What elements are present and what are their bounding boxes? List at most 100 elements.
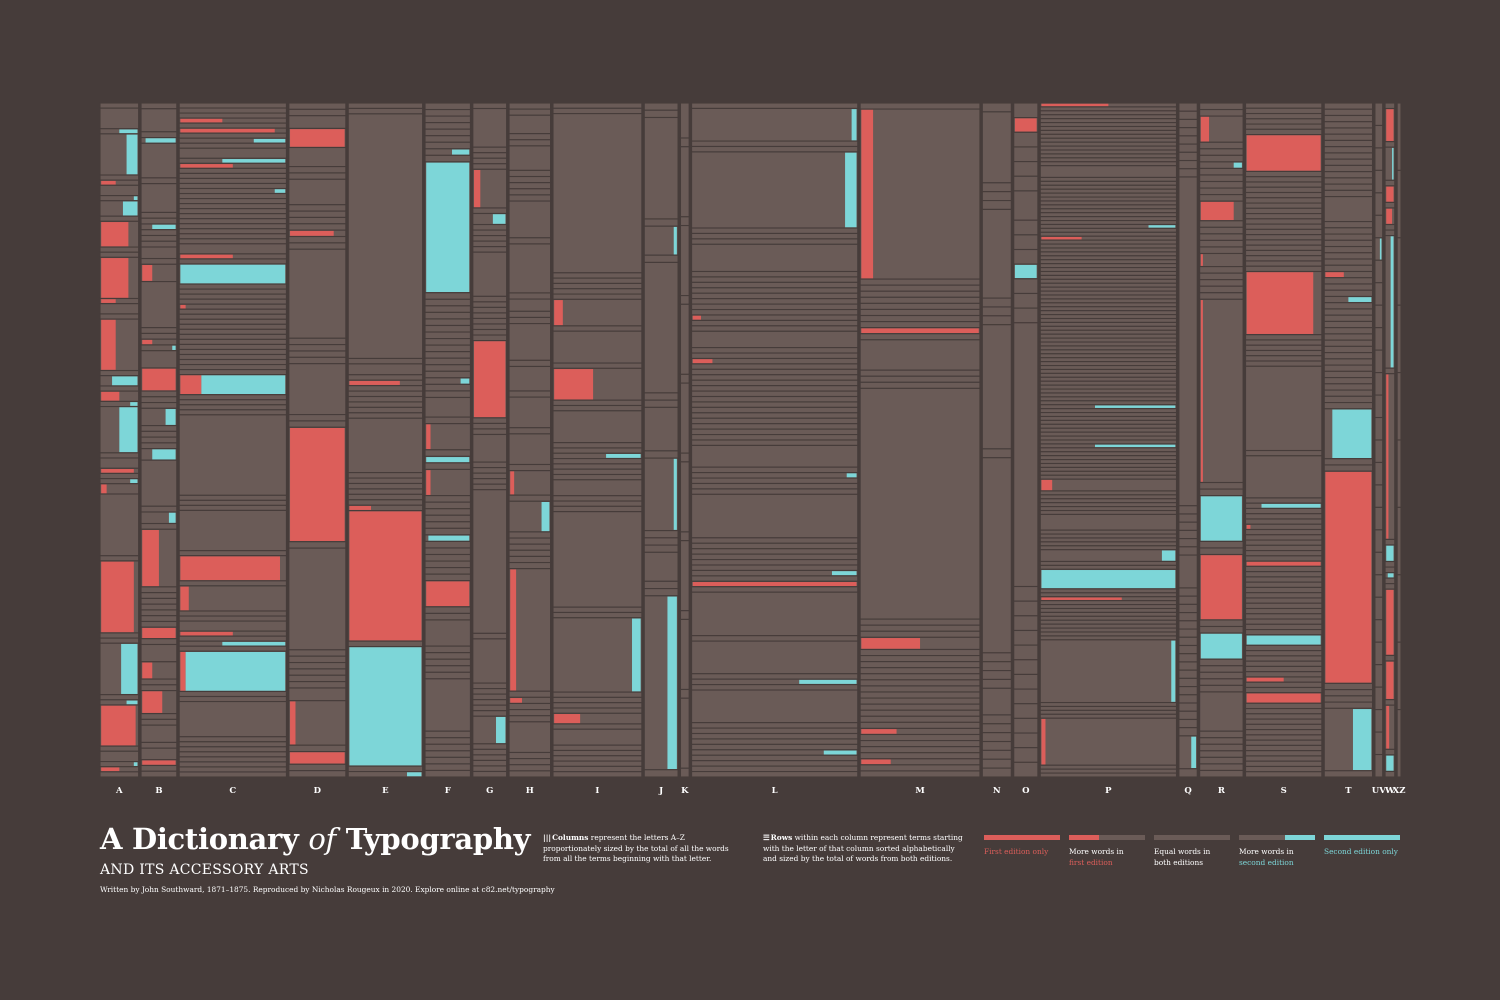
term-row-l-50 [691, 559, 859, 566]
term-row-c-81 [178, 771, 287, 778]
first-edition-segment [474, 170, 481, 208]
term-row-p-25 [1039, 208, 1178, 214]
term-row-b-5 [140, 177, 178, 185]
term-row-c-69 [178, 645, 287, 652]
term-row-p-79 [1039, 419, 1178, 425]
term-row-p-72 [1039, 392, 1178, 398]
term-row-p-82 [1039, 431, 1178, 437]
first-edition-segment [180, 128, 275, 133]
term-row-f-26 [424, 396, 471, 418]
second-edition-segment [407, 772, 422, 777]
term-row-t-44 [1323, 395, 1374, 404]
term-row-a-16 [99, 313, 140, 320]
column-label-c: C [229, 786, 236, 796]
column-label-s: S [1281, 786, 1287, 796]
term-row-l-33 [691, 412, 859, 419]
term-row-p-58 [1039, 337, 1178, 343]
term-row-g-4 [472, 157, 508, 165]
term-row-r-17 [1199, 246, 1244, 255]
term-row-l-71 [691, 765, 859, 773]
term-row-l-61 [691, 684, 859, 691]
term-row-t-31 [1323, 314, 1374, 322]
term-row-w-11 [1384, 367, 1396, 375]
term-row-l-11 [691, 281, 859, 289]
term-row-s-5 [1244, 128, 1323, 136]
term-row-c-38 [178, 318, 287, 325]
term-row-r-18 [1199, 252, 1244, 268]
term-row-c-17 [178, 192, 287, 200]
term-row-g-17 [472, 306, 508, 314]
term-row-c-59 [178, 550, 287, 557]
term-row-q-4 [1178, 135, 1198, 145]
legend-swatch-equal [1154, 835, 1230, 840]
rows-explanation: ☰Rows within each column represent terms… [763, 833, 963, 865]
first-edition-segment [180, 304, 186, 309]
term-row-l-13 [691, 292, 859, 300]
term-row-t-42 [1323, 383, 1374, 391]
term-row-l-19 [691, 325, 859, 332]
term-row-r-42 [1199, 743, 1244, 752]
term-row-d-24 [288, 541, 347, 549]
second-edition-segment [274, 189, 286, 193]
term-row-q-20 [1178, 612, 1198, 622]
term-row-g-10 [472, 229, 508, 237]
term-row-d-5 [288, 166, 347, 174]
term-row-b-0 [140, 102, 178, 110]
term-row-p-41 [1039, 270, 1178, 276]
second-edition-segment [1352, 709, 1372, 771]
term-row-l-15 [691, 303, 859, 311]
term-row-r-21 [1199, 279, 1244, 287]
column-label-j: J [658, 786, 663, 796]
term-row-q-14 [1178, 538, 1198, 548]
first-edition-segment [180, 556, 280, 581]
term-row-b-51 [140, 713, 178, 720]
term-row-i-29 [552, 611, 643, 619]
term-row-uv-6 [1374, 237, 1384, 261]
term-row-m-7 [859, 308, 981, 317]
term-row-p-54 [1039, 321, 1178, 327]
term-row-c-75 [178, 741, 287, 748]
term-row-a-43 [99, 771, 140, 778]
term-row-p-78 [1039, 415, 1178, 421]
term-row-r-9 [1199, 180, 1244, 189]
term-row-f-58 [424, 743, 471, 752]
term-row-r-15 [1199, 233, 1244, 241]
term-row-c-77 [178, 751, 287, 758]
term-row-b-45 [140, 638, 178, 646]
term-row-c-46 [178, 358, 287, 366]
term-row-l-14 [691, 298, 859, 305]
column-j [643, 102, 679, 778]
term-row-w-9 [1384, 229, 1396, 237]
first-edition-segment [290, 428, 345, 542]
term-row-n-8 [981, 315, 1012, 326]
term-row-q-15 [1178, 546, 1198, 556]
term-row-n-20 [981, 740, 1012, 751]
term-row-b-1 [140, 108, 178, 133]
second-edition-segment [845, 152, 857, 228]
first-edition-segment [349, 380, 400, 385]
term-row-t-33 [1323, 327, 1374, 335]
term-row-i-40 [552, 755, 643, 762]
term-row-l-32 [691, 406, 859, 414]
term-row-a-0 [99, 102, 140, 109]
column-e [347, 102, 424, 778]
term-row-h-0 [508, 102, 552, 110]
term-row-t-21 [1323, 252, 1374, 260]
term-row-p-104 [1039, 537, 1178, 543]
term-row-r-11 [1199, 194, 1244, 202]
term-row-p-70 [1039, 384, 1178, 390]
term-row-m-5 [859, 296, 981, 304]
first-edition-segment [1386, 109, 1394, 141]
term-row-p-119 [1039, 619, 1178, 625]
term-row-r-31 [1199, 619, 1244, 628]
term-row-p-105 [1039, 541, 1178, 547]
term-row-s-77 [1244, 723, 1323, 731]
term-row-c-65 [178, 620, 287, 632]
term-row-n-2 [981, 182, 1012, 193]
term-row-p-50 [1039, 306, 1178, 312]
term-row-s-27 [1244, 334, 1323, 341]
term-row-g-1 [472, 107, 508, 148]
second-edition-segment [799, 679, 857, 684]
term-row-p-2 [1039, 110, 1178, 116]
term-row-p-40 [1039, 267, 1178, 273]
